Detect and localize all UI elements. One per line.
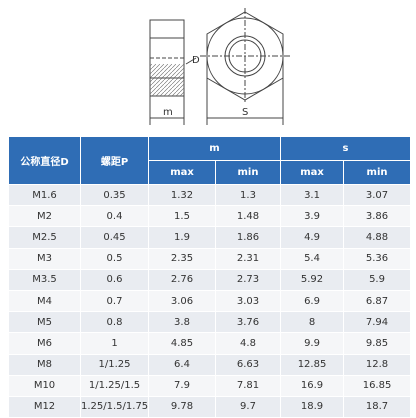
table-cell: 1.5 [148, 205, 216, 228]
table-cell: 8 [280, 311, 345, 334]
table-cell: 12.85 [280, 353, 345, 376]
table-cell: 5.36 [343, 247, 412, 270]
table-cell: 16.9 [280, 374, 345, 397]
table-cell: 0.5 [80, 247, 149, 270]
table-cell: M5 [8, 311, 81, 334]
table-row: M6 1 4.85 4.8 9.9 9.85 [8, 332, 412, 355]
table-cell: 4.8 [214, 332, 282, 355]
table-cell: 5.92 [280, 268, 345, 291]
table-cell: 4.9 [280, 226, 345, 249]
table-cell: 1.25/1.5/1.75 [80, 395, 149, 418]
table-cell: 2.35 [148, 247, 216, 270]
table-cell: 6.63 [214, 353, 282, 376]
table-row: M12 1.25/1.5/1.75 9.78 9.7 18.9 18.7 [8, 395, 412, 418]
table-cell: 3.03 [214, 289, 282, 313]
table-cell: 9.85 [343, 332, 412, 355]
table-cell: M10 [8, 374, 81, 397]
table-cell: 16.85 [343, 374, 412, 397]
table-cell: 2.76 [148, 268, 216, 291]
table-cell: M6 [8, 332, 81, 355]
table-row: M10 1/1.25/1.5 7.9 7.81 16.9 16.85 [8, 374, 412, 397]
subheader-cell: min [343, 160, 412, 185]
label-d: D [192, 55, 200, 66]
table-cell: 4.85 [148, 332, 216, 355]
table-cell: 18.7 [343, 395, 412, 418]
table-cell: 6.4 [148, 353, 216, 376]
nut-drawing: D m S [149, 8, 290, 125]
table-cell: 7.94 [343, 311, 412, 334]
table-cell: 1.9 [148, 226, 216, 249]
table-cell: M4 [8, 289, 81, 313]
table-cell: 1/1.25 [80, 353, 149, 376]
table-cell: 7.9 [148, 374, 216, 397]
table-row: M8 1/1.25 6.4 6.63 12.85 12.8 [8, 353, 412, 376]
table-cell: 5.9 [343, 268, 412, 291]
table-row: M3.5 0.6 2.76 2.73 5.92 5.9 [8, 268, 412, 291]
table-cell: 3.86 [343, 205, 412, 228]
table-cell: 3.1 [280, 183, 345, 207]
table-cell: 6.87 [343, 289, 412, 313]
table-cell: 1.86 [214, 226, 282, 249]
table-cell: 3.8 [148, 311, 216, 334]
table-cell: M3 [8, 247, 81, 270]
table-cell: 0.4 [80, 205, 149, 228]
subheader-cell: min [214, 160, 282, 185]
table-cell: 4.88 [343, 226, 412, 249]
table-row: M2 0.4 1.5 1.48 3.9 3.86 [8, 205, 412, 228]
table-cell: 0.35 [80, 183, 149, 207]
table-cell: 1.48 [214, 205, 282, 228]
table-cell: 18.9 [280, 395, 345, 418]
header-cell: s [280, 136, 412, 161]
table-cell: 12.8 [343, 353, 412, 376]
subheader-cell: max [148, 160, 216, 185]
table-cell: 1/1.25/1.5 [80, 374, 149, 397]
table-cell: 0.6 [80, 268, 149, 291]
table-cell: M12 [8, 395, 81, 418]
table-cell: M8 [8, 353, 81, 376]
header-cell: m [147, 136, 282, 161]
table-cell: 3.06 [148, 289, 216, 313]
table-cell: 5.4 [280, 247, 345, 270]
table-row: M3 0.5 2.35 2.31 5.4 5.36 [8, 247, 412, 270]
table-cell: 9.78 [148, 395, 216, 418]
table-cell: 6.9 [280, 289, 345, 313]
header-cell: 公称直径D [8, 136, 81, 185]
table-cell: 1.3 [214, 183, 282, 207]
table-cell: 0.7 [80, 289, 149, 313]
table-cell: M2.5 [8, 226, 81, 249]
table-cell: 0.45 [80, 226, 149, 249]
subheader-row: max min max min [9, 160, 412, 185]
table-row: M2.5 0.45 1.9 1.86 4.9 4.88 [8, 226, 412, 249]
label-s: S [242, 107, 248, 118]
table-cell: 3.07 [343, 183, 412, 207]
table-cell: M3.5 [8, 268, 81, 291]
table-cell: 9.9 [280, 332, 345, 355]
header-row: 公称直径D 螺距P m s [8, 136, 412, 185]
table-row: M5 0.8 3.8 3.76 8 7.94 [8, 311, 412, 334]
label-m: m [163, 107, 173, 118]
table-cell: M2 [8, 205, 81, 228]
table-cell: 9.7 [214, 395, 282, 418]
header-cell: 螺距P [80, 136, 149, 185]
table-cell: M1.6 [8, 183, 81, 207]
table-cell: 0.8 [80, 311, 149, 334]
subheader-cell: max [280, 160, 345, 185]
table-cell: 3.76 [214, 311, 282, 334]
table-cell: 1 [80, 332, 149, 355]
table-cell: 2.73 [214, 268, 282, 291]
table-cell: 1.32 [148, 183, 216, 207]
spec-table: 公称直径D 螺距P m s max min max min M1.6 0.35 1.32 1.3 3.1… [8, 136, 412, 418]
table-row: M1.6 0.35 1.32 1.3 3.1 3.07 [8, 183, 412, 207]
table-cell: 2.31 [214, 247, 282, 270]
table-row: M4 0.7 3.06 3.03 6.9 6.87 [8, 289, 412, 313]
table-cell: 3.9 [280, 205, 345, 228]
table-cell: 7.81 [214, 374, 282, 397]
